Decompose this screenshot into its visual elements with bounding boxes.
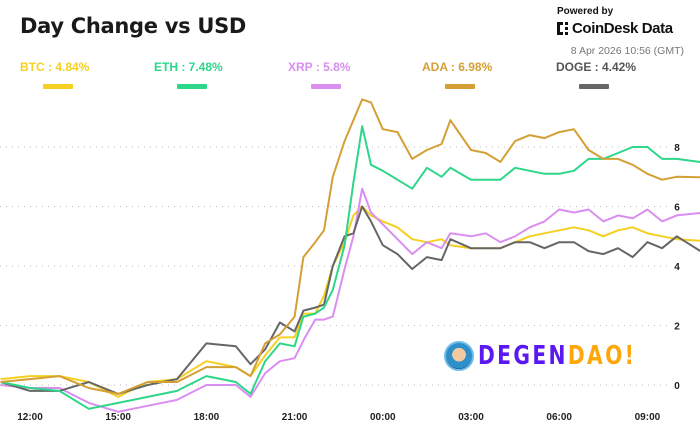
coindesk-logo-icon [557, 22, 569, 35]
degendao-watermark: DEGENDAO! [444, 341, 681, 371]
x-tick-label: 12:00 [17, 412, 43, 423]
chart-title: Day Change vs USD [20, 14, 247, 38]
series-line-ada [0, 98, 700, 395]
series-line-xrp [0, 187, 700, 413]
x-tick-label: 18:00 [194, 412, 220, 423]
legend-label: DOGE : 4.42% [556, 60, 637, 74]
y-tick-label: 0 [674, 381, 680, 392]
x-tick-label: 15:00 [105, 412, 131, 423]
mascot-avatar-icon [444, 341, 474, 371]
x-tick-label: 21:00 [282, 412, 308, 423]
legend-label: BTC : 4.84% [20, 60, 90, 74]
legend-item-xrp[interactable]: XRP : 5.8% [288, 60, 351, 89]
x-tick-label: 00:00 [370, 412, 396, 423]
legend-item-btc[interactable]: BTC : 4.84% [20, 60, 90, 89]
x-tick-label: 06:00 [546, 412, 572, 423]
legend-item-doge[interactable]: DOGE : 4.42% [556, 60, 637, 89]
legend-item-eth[interactable]: ETH : 7.48% [154, 60, 223, 89]
legend-swatch [43, 84, 73, 89]
legend-label: XRP : 5.8% [288, 60, 351, 74]
y-tick-label: 6 [674, 203, 680, 214]
legend-swatch [177, 84, 207, 89]
series-line-doge [0, 205, 700, 395]
y-tick-label: 4 [674, 262, 680, 273]
y-tick-label: 8 [674, 143, 680, 154]
y-tick-label: 2 [674, 322, 680, 333]
timestamp: 8 Apr 2026 10:56 (GMT) [570, 45, 684, 57]
legend-item-ada[interactable]: ADA : 6.98% [422, 60, 493, 89]
legend-label: ADA : 6.98% [422, 60, 493, 74]
series-line-btc [0, 205, 700, 398]
legend-swatch [579, 84, 609, 89]
powered-by-label: Powered by [557, 6, 614, 17]
brand-name: CoinDesk Data [572, 20, 673, 37]
legend-swatch [311, 84, 341, 89]
coindesk-data-logo: CoinDesk Data [557, 20, 673, 37]
legend-label: ETH : 7.48% [154, 60, 223, 74]
watermark-text: DEGENDAO! [478, 341, 637, 371]
series-line-eth [0, 125, 700, 410]
legend-swatch [445, 84, 475, 89]
x-tick-label: 03:00 [458, 412, 484, 423]
x-tick-label: 09:00 [635, 412, 661, 423]
